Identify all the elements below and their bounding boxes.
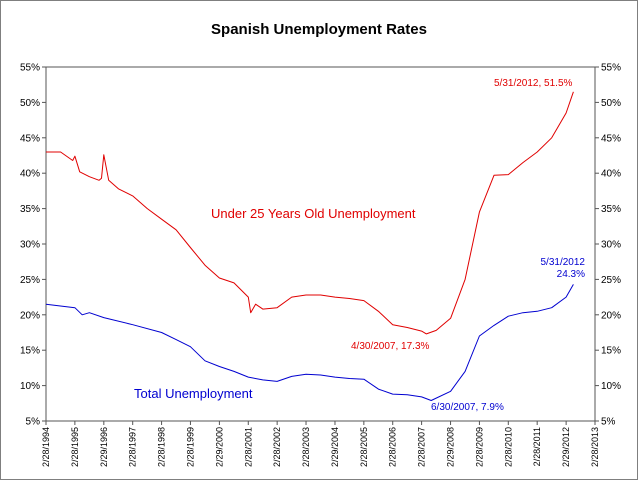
y-tick-label-left: 40%	[20, 169, 40, 180]
x-tick-label: 2/28/2007	[417, 427, 427, 467]
x-tick-label: 2/29/2004	[330, 427, 340, 467]
y-tick-label-right: 35%	[601, 204, 621, 215]
x-tick-label: 2/28/2002	[272, 427, 282, 467]
x-tick-label: 2/28/1999	[185, 427, 195, 467]
y-tick-label-left: 55%	[20, 63, 40, 74]
chart-title: Spanish Unemployment Rates	[211, 21, 427, 38]
y-tick-label-right: 25%	[601, 275, 621, 286]
axes-ticks: 55% 55% 50% 50% 45% 45% 40% 40% 35% 35% 30% 30% 25% 2…	[20, 63, 621, 468]
y-tick-label-right: 20%	[601, 310, 621, 321]
y-tick-label-right: 5%	[601, 417, 616, 428]
x-tick-label: 2/29/2000	[214, 427, 224, 467]
x-tick-label: 2/28/1998	[157, 427, 167, 467]
x-tick-label: 2/29/2008	[446, 427, 456, 467]
plot-area	[45, 66, 596, 422]
y-tick-label-left: 5%	[26, 417, 41, 428]
x-tick-label: 2/28/2010	[503, 427, 513, 467]
x-tick-label: 2/28/2003	[301, 427, 311, 467]
y-tick-label-left: 30%	[20, 240, 40, 251]
x-tick-label: 2/28/2013	[590, 427, 600, 467]
y-tick-label-right: 55%	[601, 63, 621, 74]
series-lines	[45, 91, 574, 401]
y-tick-label-right: 50%	[601, 98, 621, 109]
x-tick-label: 2/28/1997	[128, 427, 138, 467]
label-youth-series: Under 25 Years Old Unemployment	[211, 206, 416, 221]
x-tick-label: 2/28/2001	[243, 427, 253, 467]
x-tick-label: 2/29/1996	[99, 427, 109, 467]
x-tick-label: 2/28/2009	[474, 427, 484, 467]
y-tick-label-left: 45%	[20, 133, 40, 144]
annotation-total-peak-date: 5/31/2012	[541, 257, 586, 268]
x-tick-label: 2/28/2006	[388, 427, 398, 467]
y-tick-label-left: 10%	[20, 381, 40, 392]
y-tick-label-right: 30%	[601, 240, 621, 251]
label-total-series: Total Unemployment	[134, 386, 253, 401]
series-line-total	[45, 284, 574, 401]
annotation-total-low: 6/30/2007, 7.9%	[431, 402, 504, 413]
annotation-youth-low: 4/30/2007, 17.3%	[351, 341, 430, 352]
annotation-total-peak-value: 24.3%	[557, 269, 585, 280]
y-tick-label-right: 45%	[601, 133, 621, 144]
x-tick-label: 2/28/2005	[359, 427, 369, 467]
y-tick-label-right: 10%	[601, 381, 621, 392]
x-tick-label: 2/28/1995	[70, 427, 80, 467]
y-tick-label-right: 15%	[601, 346, 621, 357]
x-tick-label: 2/28/2011	[532, 427, 542, 466]
y-tick-label-right: 40%	[601, 169, 621, 180]
y-tick-label-left: 35%	[20, 204, 40, 215]
annotation-youth-peak: 5/31/2012, 51.5%	[494, 78, 573, 89]
y-tick-label-left: 15%	[20, 346, 40, 357]
y-tick-label-left: 50%	[20, 98, 40, 109]
x-tick-label: 2/29/2012	[561, 427, 571, 467]
y-tick-label-left: 20%	[20, 310, 40, 321]
y-tick-label-left: 25%	[20, 275, 40, 286]
x-tick-label: 2/28/1994	[41, 427, 51, 467]
series-line-youth	[46, 91, 574, 335]
